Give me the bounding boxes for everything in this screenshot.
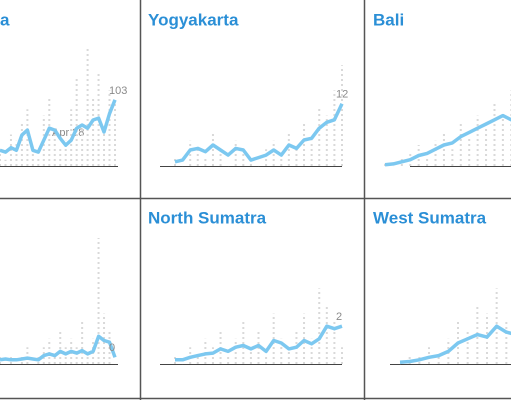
average-line xyxy=(0,99,117,154)
value-label: 2 xyxy=(336,311,342,323)
average-line xyxy=(0,334,117,362)
average-line xyxy=(175,324,343,362)
value-label: 103 xyxy=(109,85,127,97)
value-label: 0 xyxy=(109,342,115,354)
average-line xyxy=(399,324,511,365)
average-line xyxy=(384,113,511,167)
panel-title: Yogyakarta xyxy=(148,10,239,29)
panel-title: Bali xyxy=(373,10,404,29)
panel-title: a xyxy=(0,10,10,29)
panel-title: North Sumatra xyxy=(148,208,267,227)
value-label: 12 xyxy=(336,89,348,101)
panel-title: West Sumatra xyxy=(373,208,487,227)
average-line xyxy=(174,103,344,164)
